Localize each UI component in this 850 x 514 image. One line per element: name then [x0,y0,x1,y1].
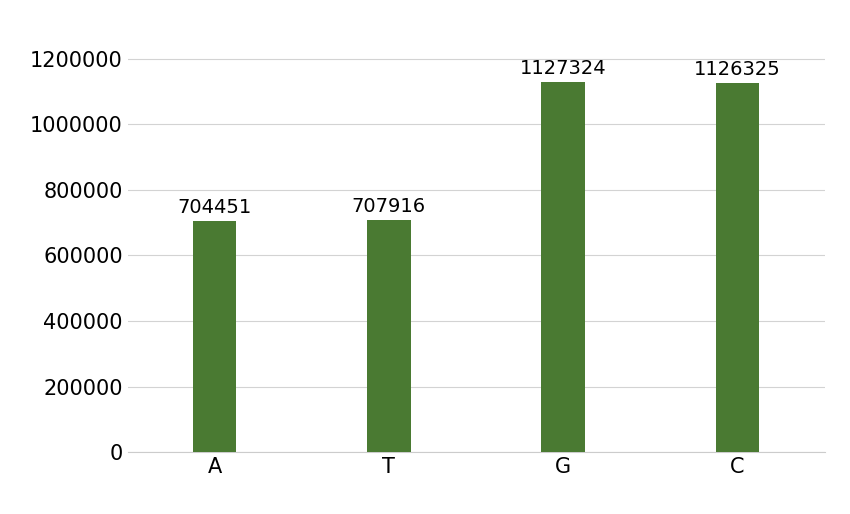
Bar [367,220,411,452]
Text: 707916: 707916 [352,197,426,216]
Bar [193,221,236,452]
Text: 704451: 704451 [178,198,252,217]
Bar [716,83,759,452]
Bar [541,82,585,452]
Text: 1127324: 1127324 [520,60,606,79]
Text: 1126325: 1126325 [694,60,781,79]
